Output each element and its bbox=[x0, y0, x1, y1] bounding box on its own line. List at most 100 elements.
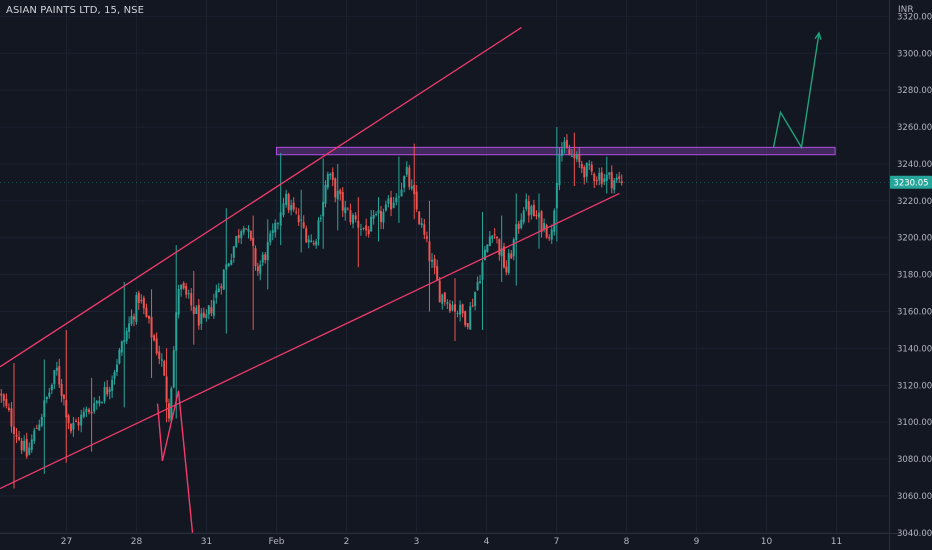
candle-body bbox=[459, 304, 462, 315]
candle-body bbox=[7, 407, 10, 411]
candle-body bbox=[125, 330, 128, 341]
candle-body bbox=[408, 167, 411, 187]
candle-body bbox=[481, 262, 484, 280]
price-tick-label: 3100.00 bbox=[897, 418, 932, 428]
candle-body bbox=[55, 367, 58, 371]
candle-body bbox=[28, 447, 31, 455]
candle-body bbox=[565, 139, 568, 149]
candle-body bbox=[505, 266, 508, 273]
candle-body bbox=[310, 240, 313, 243]
candle-body bbox=[163, 360, 166, 376]
candle-body bbox=[583, 166, 586, 178]
candle-body bbox=[25, 438, 28, 457]
candle-body bbox=[237, 234, 240, 239]
price-tick-label: 3040.00 bbox=[897, 529, 932, 539]
candle-body bbox=[69, 423, 72, 432]
candle-body bbox=[53, 370, 56, 385]
time-tick-label: 11 bbox=[831, 537, 842, 547]
candle-body bbox=[155, 338, 158, 354]
candle-body bbox=[140, 300, 143, 302]
candle-body bbox=[292, 202, 295, 210]
price-tick-label: 3140.00 bbox=[897, 344, 932, 354]
candle-body bbox=[180, 284, 183, 290]
candle-body bbox=[43, 400, 46, 417]
candle-body bbox=[550, 229, 553, 240]
time-tick-label: 9 bbox=[694, 537, 700, 547]
candle-body bbox=[315, 241, 318, 246]
candle-body bbox=[175, 312, 178, 351]
candle-body bbox=[522, 210, 525, 223]
candle-body bbox=[456, 312, 459, 314]
candle-body bbox=[476, 281, 479, 290]
candle-body bbox=[390, 197, 393, 210]
candle-body bbox=[217, 288, 220, 292]
drawing-layer bbox=[0, 26, 822, 533]
price-tick-label: 3320.00 bbox=[897, 12, 932, 22]
candle-body bbox=[80, 414, 83, 426]
candle-body bbox=[357, 220, 360, 228]
time-tick-label: 4 bbox=[484, 537, 490, 547]
candle-body bbox=[142, 297, 145, 309]
candle-body bbox=[608, 172, 611, 175]
candle-body bbox=[474, 291, 477, 306]
price-tick-label: 3180.00 bbox=[897, 271, 932, 281]
candle-body bbox=[200, 313, 203, 324]
candle-body bbox=[503, 246, 505, 268]
price-tick-label: 3200.00 bbox=[897, 234, 932, 244]
candle-body bbox=[50, 384, 53, 391]
candle-body bbox=[290, 205, 293, 211]
candle-body bbox=[115, 364, 118, 373]
candle-body bbox=[264, 254, 267, 261]
last-price-badge bbox=[890, 175, 932, 189]
candle-body bbox=[387, 198, 390, 204]
candle-body bbox=[496, 236, 498, 239]
candle-body bbox=[538, 212, 540, 218]
candle-body bbox=[326, 174, 329, 188]
candle-body bbox=[545, 225, 548, 238]
price-tick-label: 3080.00 bbox=[897, 455, 932, 465]
candle-body bbox=[33, 430, 36, 441]
candle-body bbox=[558, 154, 561, 186]
candle-body bbox=[553, 210, 556, 232]
candle-body bbox=[469, 306, 472, 330]
candle-body bbox=[319, 217, 322, 219]
candle-body bbox=[123, 339, 126, 343]
candle-body bbox=[222, 269, 225, 290]
price-tick-label: 3280.00 bbox=[897, 86, 932, 96]
candle-body bbox=[341, 191, 344, 211]
candle-body bbox=[413, 184, 416, 195]
candle-body bbox=[295, 211, 298, 213]
candle-body bbox=[488, 236, 491, 247]
candle-body bbox=[479, 281, 482, 283]
candle-body bbox=[67, 415, 70, 424]
candle-body bbox=[530, 206, 533, 215]
candle-body bbox=[95, 400, 98, 404]
price-tick-label: 3120.00 bbox=[897, 381, 932, 391]
last-price-label: 3230.05 bbox=[893, 178, 928, 188]
candle-body bbox=[77, 421, 80, 426]
candle-body bbox=[72, 422, 75, 430]
candle-body bbox=[595, 180, 598, 182]
upper-channel-line bbox=[0, 26, 522, 368]
candle-body bbox=[438, 280, 441, 303]
candle-body bbox=[0, 393, 3, 396]
candle-body bbox=[259, 264, 262, 274]
candle-body bbox=[165, 376, 168, 403]
time-tick-label: 27 bbox=[61, 537, 72, 547]
candle-body bbox=[111, 379, 114, 391]
candle-body bbox=[443, 292, 446, 302]
candle-body bbox=[486, 244, 489, 252]
bullish-projection-path bbox=[772, 32, 820, 150]
candle-body bbox=[593, 173, 596, 181]
candle-body bbox=[227, 263, 230, 266]
candle-body bbox=[312, 243, 315, 245]
candle-body bbox=[339, 190, 342, 195]
candle-body bbox=[307, 239, 310, 243]
candle-body bbox=[527, 201, 530, 216]
candle-body bbox=[305, 228, 308, 243]
candle-body bbox=[382, 211, 385, 223]
candle-body bbox=[329, 173, 332, 176]
candle-body bbox=[603, 178, 606, 182]
